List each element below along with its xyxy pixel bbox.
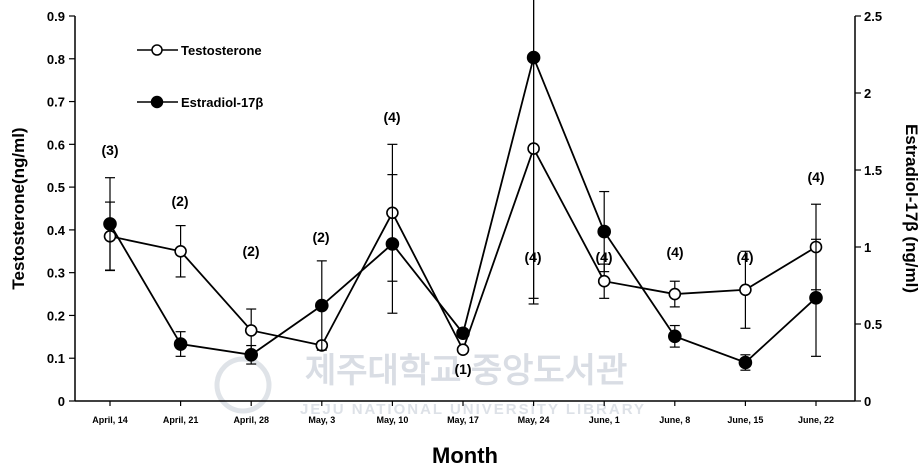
- y-right-tick-label: 1.5: [864, 163, 882, 178]
- series-line-testosterone: [109, 146, 817, 352]
- y-right-tick-label: 2: [864, 86, 871, 101]
- legend-label: Estradiol-17β: [181, 95, 263, 110]
- estradiol-point: [597, 224, 612, 239]
- sample-size-label: (2): [171, 193, 188, 209]
- y-left-tick-label: 0.7: [47, 95, 65, 110]
- testosterone-point: [244, 324, 258, 337]
- y-axis-right-title: Estradiol-17β (ng/ml): [902, 124, 921, 293]
- estradiol-point: [667, 329, 682, 344]
- watermark-emblem: [214, 356, 272, 414]
- y-left-tick-label: 0.3: [47, 266, 65, 281]
- estradiol-point: [314, 298, 329, 313]
- estradiol-point: [385, 237, 400, 251]
- legend-marker: [150, 95, 164, 109]
- estradiol-point: [526, 50, 541, 65]
- x-tick-label: May, 17: [447, 415, 479, 425]
- estradiol-point: [456, 326, 470, 341]
- y-left-tick-label: 0.1: [47, 351, 65, 366]
- y-left-tick-label: 0.5: [47, 180, 65, 195]
- testosterone-point: [597, 274, 611, 288]
- x-tick-label: June, 1: [589, 415, 620, 425]
- legend: Testosterone Estradiol-17β: [137, 43, 263, 110]
- estradiol-point: [173, 337, 188, 351]
- testosterone-point: [174, 244, 187, 258]
- sample-size-label: (4): [736, 249, 753, 265]
- sample-size-label: (4): [666, 244, 683, 260]
- sample-size-label: (4): [595, 249, 612, 265]
- x-tick-label: May, 3: [308, 415, 335, 425]
- sample-size-label: (3): [101, 142, 118, 158]
- x-tick-label: April, 21: [163, 415, 199, 425]
- x-tick-label: May, 10: [376, 415, 408, 425]
- y-right-tick-label: 0: [864, 394, 871, 409]
- y-left-tick-label: 0.6: [47, 137, 65, 152]
- watermark-subtext: JEJU NATIONAL UNIVERSITY LIBRARY: [300, 401, 646, 418]
- y-left-tick-label: 0: [58, 394, 65, 409]
- legend-label: Testosterone: [181, 43, 262, 58]
- x-axis-title: Month: [432, 443, 498, 468]
- y-left-tick-label: 0.8: [47, 52, 65, 67]
- x-tick-label: May, 24: [518, 415, 550, 425]
- labels-layer: (3) (2) (2) (2) (4) (1) (4) (4) (4) (4) (4): [101, 109, 824, 377]
- y-left-tick-label: 0.4: [47, 223, 66, 238]
- y-axis-left-title: Testosterone(ng/ml): [9, 127, 28, 289]
- sample-size-label: (1): [454, 361, 471, 377]
- estradiol-point: [738, 355, 753, 370]
- estradiol-point: [103, 217, 117, 231]
- x-tick-label: June, 8: [659, 415, 690, 425]
- y-left-tick-label: 0.2: [47, 308, 65, 323]
- x-tick-label: June, 22: [798, 415, 834, 425]
- sample-size-label: (2): [312, 229, 329, 245]
- axes: 0 0.1 0.2 0.3 0.4 0.5 0.6 0.7 0.8 0.9 0 0.5 1 1.5 2 2.5…: [9, 9, 921, 468]
- watermark: 제주대학교 중앙도서관 JEJU NATIONAL UNIVERSITY LIB…: [214, 352, 646, 418]
- testosterone-point: [668, 287, 682, 301]
- estradiol-point: [244, 347, 258, 362]
- x-tick-label: April, 28: [233, 415, 269, 425]
- sample-size-label: (4): [524, 249, 541, 265]
- sample-size-label: (4): [383, 109, 400, 125]
- x-tick-label: June, 15: [727, 415, 763, 425]
- y-right-tick-label: 1: [864, 240, 871, 255]
- sample-size-label: (2): [242, 243, 259, 259]
- y-left-tick-label: 0.9: [47, 9, 65, 24]
- legend-marker: [151, 44, 163, 56]
- series-layer: [103, 0, 823, 371]
- testosterone-point: [739, 283, 752, 297]
- sample-size-label: (4): [807, 169, 824, 185]
- watermark-text: 제주대학교 중앙도서관: [305, 352, 627, 390]
- x-tick-label: April, 14: [92, 415, 128, 425]
- y-right-tick-label: 2.5: [864, 9, 882, 24]
- y-right-tick-label: 0.5: [864, 317, 882, 332]
- testosterone-point: [456, 343, 470, 356]
- estradiol-point: [809, 291, 823, 305]
